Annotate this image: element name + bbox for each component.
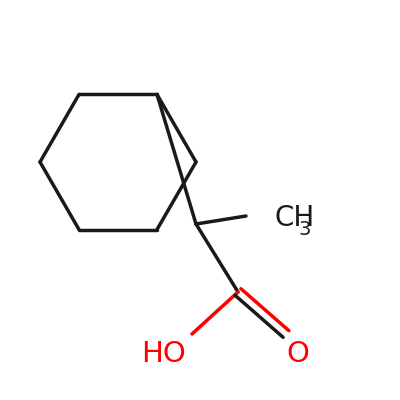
Text: HO: HO bbox=[142, 340, 186, 368]
Text: CH: CH bbox=[274, 204, 314, 232]
Text: O: O bbox=[286, 340, 310, 368]
Text: 3: 3 bbox=[299, 220, 311, 239]
